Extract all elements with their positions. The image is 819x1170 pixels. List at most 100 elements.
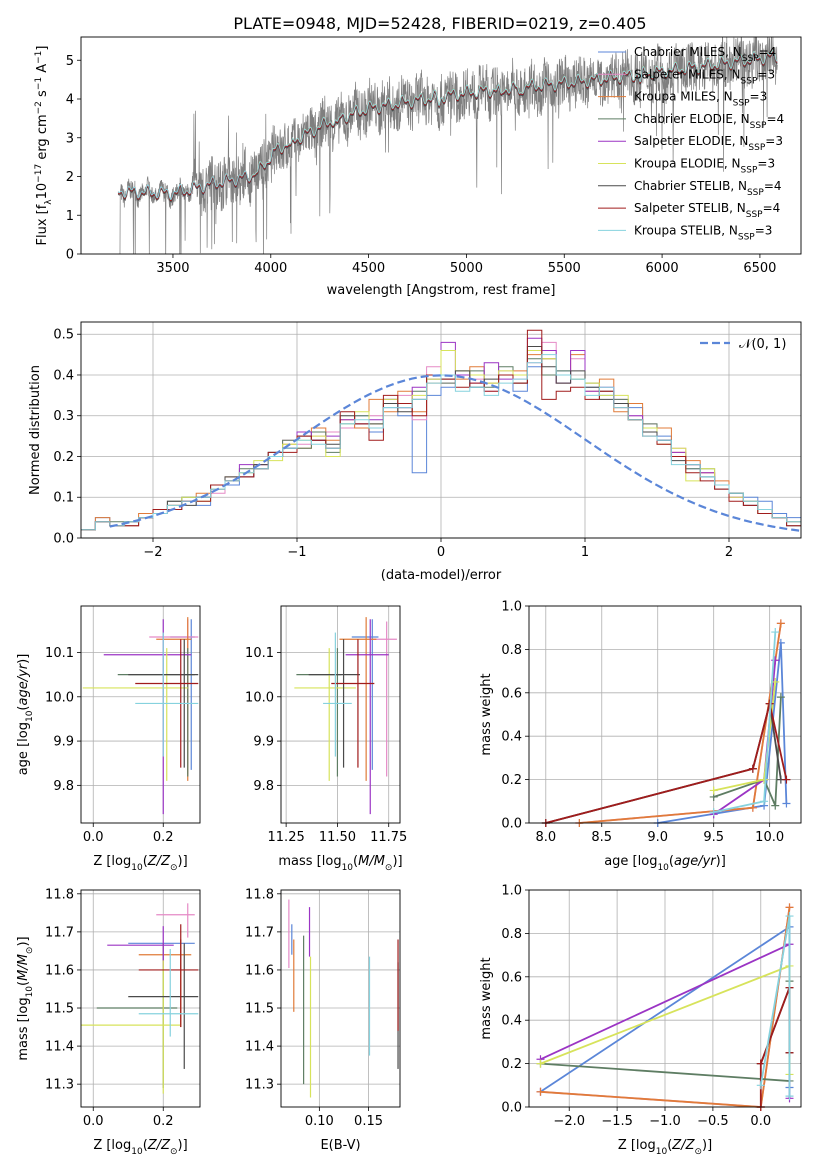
- axis-title-part: age/yr: [674, 854, 717, 869]
- axis-title-part: (data-model)/error: [381, 568, 502, 583]
- axis-title-part: SSP: [742, 54, 759, 64]
- axis-title-part: Z [log: [93, 1138, 131, 1153]
- axis-title-part: M/M: [358, 854, 385, 869]
- legend-label: Chabrier ELODIE, NSSP=4: [634, 112, 784, 131]
- y-tick-label: 9.9: [53, 735, 74, 750]
- weight-marker: [785, 912, 794, 921]
- y-tick-label: 1.0: [501, 600, 522, 615]
- axis-title-part: SSP: [746, 210, 763, 220]
- axis-title-part: age [log: [16, 722, 31, 775]
- axes-frame: [280, 605, 401, 824]
- y-tick-label: 0.3: [53, 409, 74, 424]
- axis-title-part: 10: [342, 863, 354, 873]
- y-tick-label: 0.2: [501, 773, 522, 788]
- residuals-panel: −2 −1 0 1 2 0.0 0.1 0.2 0.3 0.4 0.5 𝒩(0, 1) (data-mo…: [28, 321, 802, 583]
- axis-title-part: Salpeter ELODIE, N: [634, 134, 748, 148]
- axis-title-part: Z [log: [618, 1138, 656, 1153]
- axis-title-part: =3: [757, 157, 775, 171]
- y-tick-label: 11.3: [245, 1078, 274, 1093]
- axes-frame: [528, 889, 802, 1108]
- axis-title-part: =3: [757, 67, 775, 81]
- y-tick-label: 0: [66, 248, 74, 263]
- x-axis-title: (data-model)/error: [381, 568, 502, 583]
- x-tick-label: 9.0: [647, 830, 668, 845]
- y-axis-title: Normed distribution: [28, 365, 43, 495]
- model-line-kroupa-stelib: [117, 50, 778, 201]
- weight-marker: [756, 1059, 765, 1068]
- axis-title-part: (: [669, 854, 674, 869]
- axis-title-part: )]: [702, 1138, 712, 1153]
- axes-frame: [80, 889, 201, 1108]
- axis-title-part: Salpeter MILES, N: [634, 67, 741, 81]
- y-tick-label: 0.2: [501, 1057, 522, 1072]
- weight-marker: [756, 1081, 765, 1090]
- legend-label: Salpeter MILES, NSSP=3: [634, 67, 775, 86]
- axis-title-part: (: [16, 706, 31, 711]
- axis-title-part: mass [log: [16, 997, 31, 1060]
- x-tick-label: −1.0: [649, 1114, 681, 1129]
- y-tick-label: 0.8: [501, 643, 522, 658]
- weight-marker: [771, 628, 780, 637]
- x-tick-label: 1: [581, 545, 589, 560]
- x-tick-label: 6500: [743, 261, 776, 276]
- weight-marker: [748, 803, 757, 812]
- mass-weight-vs-Z-panel: −2.0 −1.5 −1.0 −0.5 0.0 0.0 0.2 0.4 0.6 0.8 1.0 Z […: [479, 884, 802, 1157]
- y-tick-label: 10.1: [45, 646, 74, 661]
- axis-title-part: ⊙: [25, 947, 35, 955]
- axis-title-part: SSP: [741, 166, 758, 176]
- x-tick-label: 3500: [156, 261, 189, 276]
- x-tick-label: 11.50: [319, 830, 356, 845]
- axis-title-part: Z/Z: [147, 854, 171, 869]
- axis-title-part: s: [35, 90, 50, 101]
- y-tick-label: 0.0: [501, 817, 522, 832]
- y-tick-label: 3: [66, 131, 74, 146]
- axis-title-part: mass [log: [278, 854, 341, 869]
- x-tick-label: 5000: [450, 261, 483, 276]
- y-tick-label: 1.0: [501, 884, 522, 899]
- spectrum-panel: 3500 4000 4500 5000 5500 6000 6500 0 1 2 3 4 5 Chabri…: [34, 36, 802, 298]
- x-tick-label: 0.2: [153, 1114, 174, 1129]
- axis-title-part: Flux [f: [35, 204, 50, 245]
- axis-title-part: E(B-V): [320, 1138, 360, 1153]
- age-vs-Z-plot-area: [82, 617, 199, 815]
- y-tick-label: 0.0: [53, 532, 74, 547]
- axis-title-part: ]: [35, 46, 50, 51]
- legend-label: Kroupa MILES, NSSP=3: [634, 90, 767, 109]
- age-vs-mass-plot-area: [294, 617, 397, 815]
- axis-title-part: −1: [34, 51, 44, 64]
- axis-title-part: =3: [765, 134, 783, 148]
- x-tick-label: 8.0: [535, 830, 556, 845]
- weight-marker: [785, 1092, 794, 1101]
- y-axis-title: age [log10(age/yr)]: [16, 654, 35, 776]
- x-tick-label: 0.15: [354, 1114, 383, 1129]
- y-axis-title: Flux [fλ10−17 erg cm−2 s−1 A−1]: [34, 46, 54, 246]
- x-tick-label: 5500: [548, 261, 581, 276]
- legend-label: Salpeter STELIB, NSSP=4: [634, 201, 780, 220]
- y-tick-label: 11.7: [45, 925, 74, 940]
- x-tick-label: 0.2: [153, 830, 174, 845]
- weight-marker: [748, 764, 757, 773]
- weight-marker: [776, 693, 785, 702]
- weight-marker: [771, 801, 780, 810]
- y-tick-label: 0.8: [501, 927, 522, 942]
- axes-frame: [80, 36, 802, 255]
- axis-title-part: SSP: [738, 232, 755, 242]
- x-tick-label: −2: [143, 545, 162, 560]
- y-tick-label: 0.6: [501, 686, 522, 701]
- weight-marker: [782, 775, 791, 784]
- x-axis-title: Z [log10(Z/Z⊙)]: [93, 854, 187, 873]
- axis-title-part: Chabrier MILES, N: [634, 45, 742, 59]
- axis-title-part: Z/Z: [147, 1138, 171, 1153]
- y-axis-title: mass weight: [479, 673, 494, 755]
- y-tick-label: 11.5: [45, 1002, 74, 1017]
- y-axis-title: mass [log10(M/M⊙)]: [16, 936, 35, 1060]
- y-tick-label: 2: [66, 170, 74, 185]
- y-tick-label: 10.0: [45, 690, 74, 705]
- axis-title-part: M/M: [16, 954, 31, 981]
- axis-title-part: Chabrier ELODIE, N: [634, 112, 750, 126]
- weight-marker: [536, 1087, 545, 1096]
- figure-title: PLATE=0948, MJD=52428, FIBERID=0219, z=0…: [233, 14, 646, 33]
- axis-title-part: =4: [766, 112, 784, 126]
- axis-title-part: Z [log: [93, 854, 131, 869]
